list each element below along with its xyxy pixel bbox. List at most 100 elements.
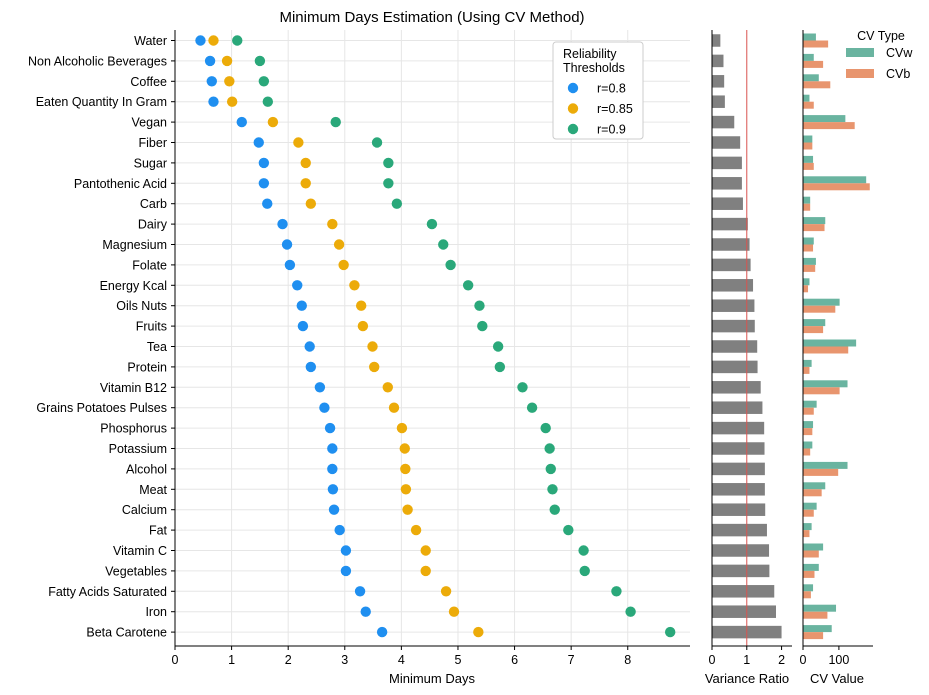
point-r-0-85-water xyxy=(208,35,219,46)
y-tick-label-tea: Tea xyxy=(147,340,167,354)
point-r-0-9-eaten-quantity-in-gram xyxy=(262,96,274,107)
legend-label-r-0-85: r=0.85 xyxy=(597,102,633,116)
y-tick-label-fruits: Fruits xyxy=(136,320,167,334)
point-r-0-9-energy-kcal xyxy=(462,280,474,291)
cv-bar-cvb-tea xyxy=(803,346,849,354)
point-r-0-9-fiber xyxy=(371,137,383,148)
y-tick-label-vitamin-c: Vitamin C xyxy=(113,544,167,558)
cv-bar-cvw-vegetables xyxy=(803,563,819,571)
y-tick-label-vegan: Vegan xyxy=(132,116,168,130)
y-tick-label-eaten-quantity-in-gram: Eaten Quantity In Gram xyxy=(36,95,167,109)
cv-bar-cvb-alcohol xyxy=(803,468,839,476)
variance-x-tick-label: 2 xyxy=(778,653,785,667)
point-r-0-9-fat xyxy=(563,524,574,536)
point-r-0-9-dairy xyxy=(426,218,438,230)
cv-bar-cvw-energy-kcal xyxy=(803,278,810,286)
x-axis-title-cv-value: CV Value xyxy=(810,671,864,686)
point-r-0-9-grains-potatoes-pulses xyxy=(526,402,538,413)
variance-bar-folate xyxy=(712,258,751,272)
cv-bar-cvb-fiber xyxy=(803,142,813,150)
x-axis-title-variance-ratio: Variance Ratio xyxy=(705,671,789,686)
point-r-0-8-alcohol xyxy=(327,463,338,475)
marks-layer xyxy=(195,30,870,646)
point-r-0-8-energy-kcal xyxy=(292,280,303,291)
point-r-0-9-sugar xyxy=(383,157,394,169)
cv-bar-cvw-meat xyxy=(803,482,826,490)
variance-bar-meat xyxy=(712,483,765,496)
point-r-0-9-carb xyxy=(391,198,403,209)
point-r-0-9-vitamin-b12 xyxy=(517,382,528,393)
point-r-0-85-dairy xyxy=(327,218,338,230)
point-r-0-9-vegetables xyxy=(579,565,590,577)
cv-bar-cvb-energy-kcal xyxy=(803,285,809,293)
point-r-0-85-calcium xyxy=(402,504,413,515)
point-r-0-8-magnesium xyxy=(281,239,293,250)
point-r-0-85-fatty-acids-saturated xyxy=(440,586,452,597)
cv-bar-cvb-oils-nuts xyxy=(803,305,836,313)
y-tick-label-vitamin-b12: Vitamin B12 xyxy=(100,381,167,395)
point-r-0-9-magnesium xyxy=(438,239,449,250)
cv-bar-cvb-dairy xyxy=(803,224,825,232)
variance-bar-fruits xyxy=(712,319,755,333)
point-r-0-9-vitamin-c xyxy=(578,545,589,556)
variance-bar-protein xyxy=(712,360,758,374)
cv-bar-cvb-vegetables xyxy=(803,570,815,578)
cv-bar-cvw-protein xyxy=(803,359,812,367)
point-r-0-8-fruits xyxy=(297,320,309,332)
y-tick-label-pantothenic-acid: Pantothenic Acid xyxy=(74,177,167,191)
x-tick-label: 3 xyxy=(341,653,348,667)
variance-bar-vegetables xyxy=(712,564,770,578)
point-r-0-85-coffee xyxy=(224,76,235,87)
y-tick-label-carb: Carb xyxy=(140,197,167,211)
cv-bar-cvb-grains-potatoes-pulses xyxy=(803,407,814,415)
point-r-0-8-fiber xyxy=(253,137,264,148)
x-tick-label: 7 xyxy=(568,653,575,667)
point-r-0-85-protein xyxy=(369,361,380,373)
point-r-0-8-eaten-quantity-in-gram xyxy=(208,96,219,107)
point-r-0-8-phosphorus xyxy=(324,422,336,434)
cv-bar-cvb-vegan xyxy=(803,122,855,130)
point-r-0-8-iron xyxy=(360,606,371,617)
cv-bar-cvw-folate xyxy=(803,257,816,265)
cv-bar-cvb-phosphorus xyxy=(803,428,813,436)
legend-marker-r-0-85 xyxy=(567,103,579,114)
point-r-0-8-water xyxy=(195,35,206,46)
point-r-0-9-folate xyxy=(445,259,456,271)
variance-bar-eaten-quantity-in-gram xyxy=(712,95,725,108)
cv-bar-cvw-magnesium xyxy=(803,237,814,245)
cv-bar-cvw-fruits xyxy=(803,319,826,327)
cv-bar-cvw-pantothenic-acid xyxy=(803,176,867,184)
y-tick-label-fiber: Fiber xyxy=(139,136,167,150)
x-tick-label: 4 xyxy=(398,653,405,667)
y-tick-label-folate: Folate xyxy=(132,258,167,272)
point-r-0-8-folate xyxy=(284,259,296,271)
point-r-0-8-protein xyxy=(305,361,317,373)
variance-bar-potassium xyxy=(712,442,765,455)
cv-bar-cvb-beta-carotene xyxy=(803,632,824,640)
variance-bar-coffee xyxy=(712,75,725,88)
point-r-0-8-vegetables xyxy=(340,565,352,577)
legend-frame xyxy=(552,41,644,140)
cv-bar-cvw-water xyxy=(803,33,816,41)
point-r-0-9-alcohol xyxy=(545,463,556,475)
y-tick-label-energy-kcal: Energy Kcal xyxy=(100,279,167,293)
y-tick-label-meat: Meat xyxy=(139,483,167,497)
variance-bar-fiber xyxy=(712,136,741,149)
point-r-0-85-grains-potatoes-pulses xyxy=(388,402,400,413)
point-r-0-9-non-alcoholic-beverages xyxy=(254,55,266,67)
y-tick-label-vegetables: Vegetables xyxy=(105,564,167,578)
cv-bar-cvw-grains-potatoes-pulses xyxy=(803,400,817,408)
variance-x-tick-label: 1 xyxy=(743,653,750,667)
y-tick-label-sugar: Sugar xyxy=(134,156,167,170)
point-r-0-85-beta-carotene xyxy=(473,626,484,638)
variance-bar-calcium xyxy=(712,503,766,516)
point-r-0-85-eaten-quantity-in-gram xyxy=(226,96,238,107)
y-tick-label-phosphorus: Phosphorus xyxy=(100,422,167,436)
variance-bar-phosphorus xyxy=(712,421,765,435)
point-r-0-85-potassium xyxy=(399,443,410,454)
point-r-0-85-folate xyxy=(338,259,349,271)
point-r-0-9-pantothenic-acid xyxy=(383,178,394,189)
point-r-0-8-vitamin-c xyxy=(340,545,352,556)
y-tick-label-calcium: Calcium xyxy=(122,503,167,517)
